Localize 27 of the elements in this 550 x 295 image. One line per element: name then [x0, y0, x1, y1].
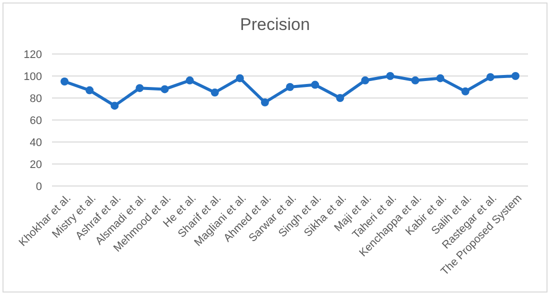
point	[386, 72, 394, 80]
y-tick-label: 0	[36, 180, 42, 193]
point	[436, 74, 444, 82]
point	[311, 80, 320, 89]
y-tick-label: 120	[24, 48, 42, 61]
point	[60, 78, 69, 86]
point	[286, 83, 294, 91]
chart-title: Precision	[240, 15, 310, 34]
point	[411, 76, 420, 84]
y-tick-label: 40	[30, 136, 42, 149]
point	[236, 74, 244, 82]
point	[461, 87, 470, 96]
point	[361, 76, 370, 84]
point	[210, 88, 219, 96]
y-tick-label: 20	[30, 158, 42, 171]
point	[86, 86, 94, 94]
point	[186, 76, 194, 84]
y-tick-label: 80	[30, 92, 42, 105]
point	[136, 84, 144, 92]
point	[511, 72, 520, 80]
point	[160, 85, 169, 94]
point	[336, 94, 344, 102]
point	[110, 102, 119, 110]
y-tick-label: 60	[30, 114, 42, 127]
point	[260, 98, 269, 106]
y-tick-label: 100	[24, 70, 42, 83]
point	[486, 73, 494, 82]
